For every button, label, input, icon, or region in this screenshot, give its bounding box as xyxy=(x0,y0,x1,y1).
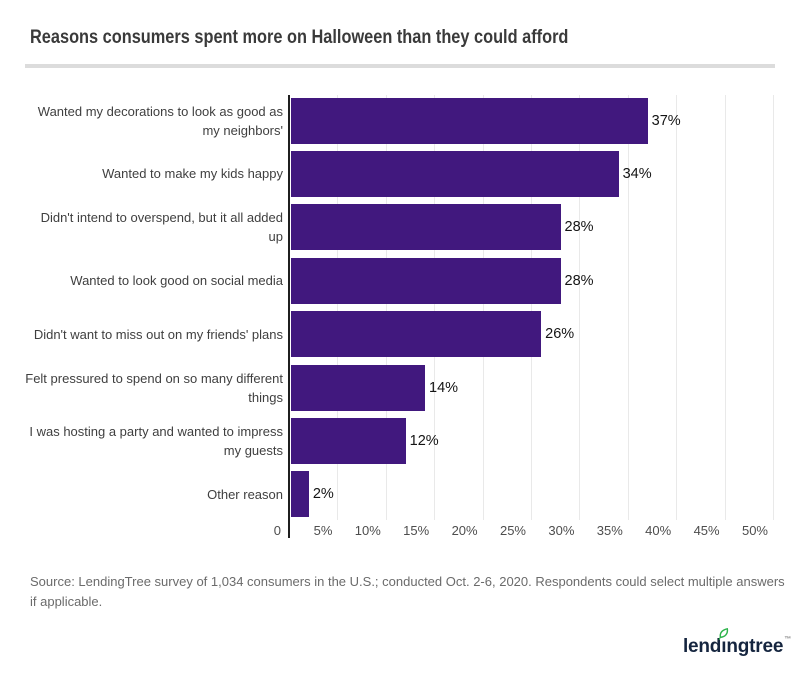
gridline xyxy=(627,95,629,520)
gridline xyxy=(724,95,726,520)
gridline xyxy=(337,95,339,520)
gridline xyxy=(676,95,678,520)
category-label-line: my neighbors' xyxy=(202,122,283,138)
category-label-line: Other reason xyxy=(207,486,283,502)
bar-value-label: 28% xyxy=(564,272,594,289)
bar-value-label: 26% xyxy=(545,326,575,343)
bar-value-label: 2% xyxy=(312,486,334,503)
logo-wordmark: lendı ngtree™ xyxy=(683,627,791,657)
category-label-line: up xyxy=(268,229,283,245)
category-label-line: Didn't want to miss out on my friends' p… xyxy=(33,326,283,342)
gridline xyxy=(579,95,581,520)
category-label: I was hosting a party and wanted to impr… xyxy=(18,418,283,464)
category-label: Wanted my decorations to look as good as… xyxy=(18,98,283,144)
y-axis-spine xyxy=(287,95,290,538)
gridline xyxy=(434,95,436,520)
bar xyxy=(290,311,542,358)
leaf-icon xyxy=(718,627,729,641)
category-label-line: Felt pressured to spend on so many diffe… xyxy=(25,370,283,386)
gridline xyxy=(531,95,532,520)
category-label: Didn't want to miss out on my friends' p… xyxy=(18,311,283,357)
bar xyxy=(290,471,309,518)
x-tick-label: 15% xyxy=(403,523,430,538)
x-tick-label: 45% xyxy=(693,523,720,538)
x-tick-label: 0 xyxy=(273,523,281,538)
bar xyxy=(290,150,619,197)
x-tick-label: 10% xyxy=(354,523,381,538)
bar xyxy=(290,417,406,464)
chart-title: Reasons consumers spent more on Hallowee… xyxy=(30,27,569,48)
logo-trademark-icon: ™ xyxy=(784,636,791,643)
bar-value-label: 12% xyxy=(409,432,439,449)
source-line-2: if applicable. xyxy=(30,594,103,609)
category-label: Didn't intend to overspend, but it all a… xyxy=(18,204,283,250)
bar xyxy=(290,364,426,411)
category-label-line: things xyxy=(248,389,283,405)
x-tick-label: 5% xyxy=(313,523,333,538)
x-tick-label: 25% xyxy=(499,523,526,538)
bar xyxy=(290,204,561,251)
category-label-line: I was hosting a party and wanted to impr… xyxy=(29,423,283,439)
gridline xyxy=(773,95,774,520)
bar-value-label: 37% xyxy=(651,112,681,129)
source-line-1: Source: LendingTree survey of 1,034 cons… xyxy=(30,574,785,589)
source-note: Source: LendingTree survey of 1,034 cons… xyxy=(30,572,785,612)
category-label: Other reason xyxy=(18,471,283,517)
category-label: Felt pressured to spend on so many diffe… xyxy=(18,365,283,411)
category-label-line: Wanted to make my kids happy xyxy=(102,166,283,182)
category-label: Wanted to make my kids happy xyxy=(18,151,283,197)
bar xyxy=(290,97,648,144)
title-divider xyxy=(25,64,775,68)
bar xyxy=(290,257,561,304)
x-tick-label: 50% xyxy=(741,523,768,538)
bar-value-label: 14% xyxy=(429,379,459,396)
gridline xyxy=(482,95,484,520)
bar-value-label: 28% xyxy=(564,219,594,236)
x-tick-label: 35% xyxy=(596,523,623,538)
x-tick-label: 20% xyxy=(451,523,478,538)
gridline xyxy=(385,95,387,520)
bar-value-label: 34% xyxy=(622,165,652,182)
category-label: Wanted to look good on social media xyxy=(18,258,283,304)
category-label-line: my guests xyxy=(223,442,283,458)
lendingtree-logo: lendı ngtree™ xyxy=(683,627,791,658)
category-label-line: Wanted my decorations to look as good as xyxy=(37,103,283,119)
x-tick-label: 30% xyxy=(548,523,575,538)
x-tick-label: 40% xyxy=(645,523,672,538)
category-label-line: Didn't intend to overspend, but it all a… xyxy=(40,210,283,226)
category-label-line: Wanted to look good on social media xyxy=(70,273,283,289)
